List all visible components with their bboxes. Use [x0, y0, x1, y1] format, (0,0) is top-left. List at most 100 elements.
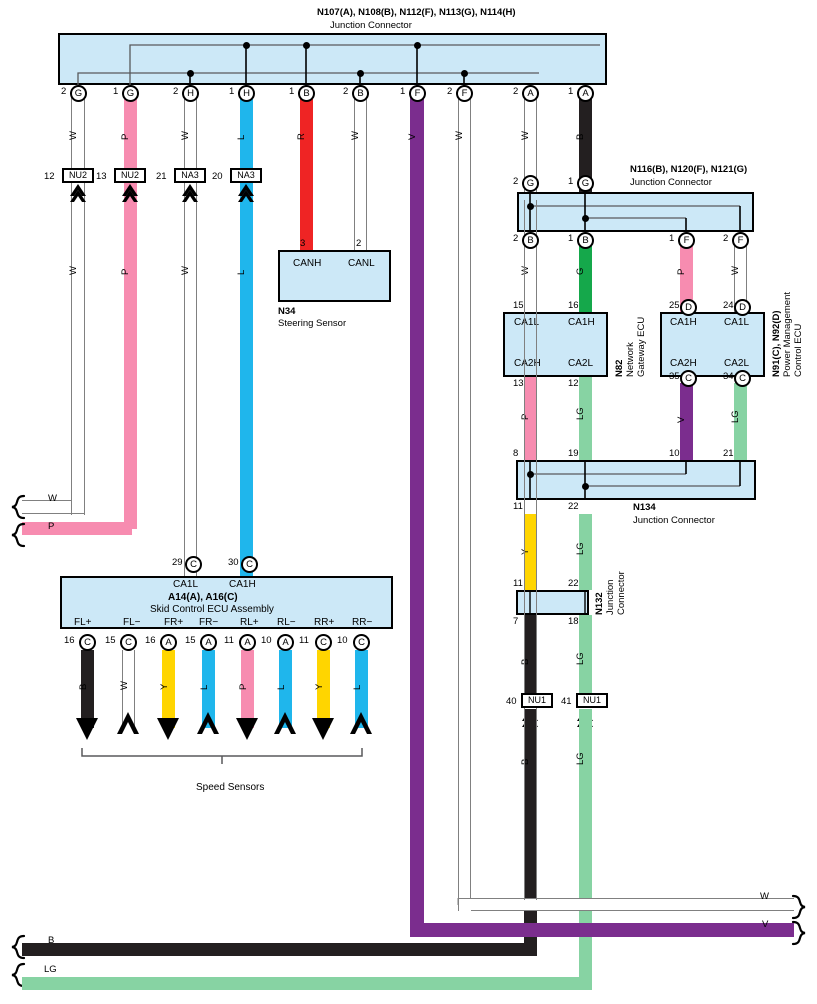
- skid-sensor-pin-name: RL+: [240, 617, 259, 628]
- ecu-pin-num: 34: [723, 371, 734, 382]
- ecu-pin-num: 13: [513, 378, 524, 389]
- terminal-letter: A: [239, 634, 256, 651]
- terminal-letter: H: [238, 85, 255, 102]
- n134-code: N134: [633, 502, 656, 513]
- ecu-pin-ca1h: CA1H: [568, 317, 595, 328]
- inline-connector-num: 40: [506, 696, 517, 707]
- edge-label-b: B: [48, 935, 55, 946]
- speed-sensors-group-label: Speed Sensors: [196, 782, 265, 793]
- skid-pin-ca1l: CA1L: [173, 579, 199, 590]
- mid-junction-code: N116(B), N120(F), N121(G): [630, 164, 748, 175]
- wire-color-label: Y: [314, 683, 325, 690]
- wire-color-label: P: [676, 268, 687, 275]
- network-gateway-ecu-code: N82: [614, 359, 625, 377]
- ecu-pin-ca2h: CA2H: [670, 358, 697, 369]
- terminal-letter: B: [522, 232, 539, 249]
- n134-junction-connector-box: [516, 460, 756, 500]
- terminal-num: 1: [568, 86, 574, 97]
- ecu-pin-ca2l: CA2L: [568, 358, 594, 369]
- edge-label-w-right: W: [760, 891, 769, 902]
- steering-sensor-name: Steering Sensor: [278, 318, 347, 329]
- ecu-pin-num: 25: [669, 300, 680, 311]
- inline-connector-num: 13: [96, 171, 107, 182]
- wire-color-label: LG: [575, 652, 586, 665]
- junction-dot: [582, 215, 589, 222]
- junction-dot: [461, 70, 468, 77]
- terminal-num: 1: [113, 86, 119, 97]
- ecu-pin-num: 24: [723, 300, 734, 311]
- n132-name-1: Junction: [605, 579, 616, 615]
- wire-color-label: W: [730, 266, 741, 275]
- ecu-pin-ca2l: CA2L: [724, 358, 750, 369]
- wire-color-label: W: [180, 131, 191, 140]
- skid-sensor-pin-name: FL+: [74, 617, 92, 628]
- n134-pin-num: 21: [723, 448, 734, 459]
- mid-junction-connector-box: [517, 192, 754, 232]
- wire-w-2h: [184, 95, 197, 576]
- skid-sensor-pin-num: 16: [64, 635, 75, 646]
- junction-dot: [187, 70, 194, 77]
- skid-sensor-pin-num: 16: [145, 635, 156, 646]
- terminal-letter: C: [79, 634, 96, 651]
- power-management-ecu-box: [660, 312, 765, 377]
- speed-sensor-wire-rr-minus: [355, 650, 368, 728]
- n134-pin-num: 8: [513, 448, 519, 459]
- skid-pin-num: 30: [228, 557, 239, 568]
- n132-pin-num: 22: [568, 578, 579, 589]
- edge-label-v-right: V: [762, 919, 769, 930]
- terminal-letter: B: [577, 232, 594, 249]
- terminal-letter: F: [456, 85, 473, 102]
- inline-connector-nu1-40: NU1: [521, 693, 553, 708]
- wire-color-label: W: [119, 681, 130, 690]
- n132-pin-num: 11: [513, 578, 523, 589]
- wire-b-1a: [579, 95, 592, 200]
- n134-name: Junction Connector: [633, 515, 715, 526]
- terminal-letter: A: [577, 85, 594, 102]
- n134-pin-num: 19: [568, 448, 579, 459]
- terminal-num: 1: [229, 86, 235, 97]
- terminal-letter: H: [182, 85, 199, 102]
- skid-control-ecu-code: A14(A), A16(C): [168, 592, 238, 603]
- n132-pin-num: 7: [513, 616, 519, 627]
- wire-w-2g: [71, 95, 85, 515]
- wire-color-label: W: [454, 131, 465, 140]
- terminal-letter: D: [680, 299, 697, 316]
- terminal-num: 2: [723, 233, 729, 244]
- inline-connector-nu2-12: NU2: [62, 168, 94, 183]
- steering-sensor-box: [278, 250, 391, 302]
- wire-lg-bottom-horiz: [22, 977, 588, 990]
- terminal-letter: D: [734, 299, 751, 316]
- wire-w-2g-horiz: [22, 500, 78, 514]
- wire-color-label: L: [276, 684, 287, 690]
- network-gateway-ecu-name-2: Gateway ECU: [636, 316, 647, 377]
- wire-color-label: P: [120, 268, 131, 275]
- skid-sensor-pin-name: RR−: [352, 617, 373, 628]
- skid-sensor-pin-num: 11: [224, 635, 234, 646]
- wire-lg-bottom-vert: [579, 709, 592, 990]
- power-mgmt-ecu-code: N91(C), N92(D): [771, 310, 782, 377]
- wire-lg-18: [579, 615, 592, 693]
- wire-lg-22: [579, 514, 592, 590]
- wire-color-label: R: [296, 133, 307, 140]
- wire-w-2f: [458, 95, 471, 905]
- inline-connector-num: 41: [561, 696, 572, 707]
- ecu-pin-ca2h: CA2H: [514, 358, 541, 369]
- terminal-letter: C: [185, 556, 202, 573]
- wire-color-label: W: [350, 131, 361, 140]
- speed-sensor-wire-fr-plus: [162, 650, 175, 728]
- network-gateway-ecu-box: [503, 312, 608, 377]
- speed-sensor-wire-fl-plus: [81, 650, 94, 728]
- wire-p-1g: [124, 95, 137, 515]
- terminal-letter: A: [522, 85, 539, 102]
- terminal-letter: C: [120, 634, 137, 651]
- ecu-pin-ca1l: CA1L: [724, 317, 750, 328]
- steering-pin-canl: CANL: [348, 258, 375, 269]
- wire-l-1h: [240, 95, 253, 576]
- edge-label-w: W: [48, 493, 57, 504]
- wire-b-bottom-vert: [524, 709, 537, 956]
- terminal-num: 2: [173, 86, 179, 97]
